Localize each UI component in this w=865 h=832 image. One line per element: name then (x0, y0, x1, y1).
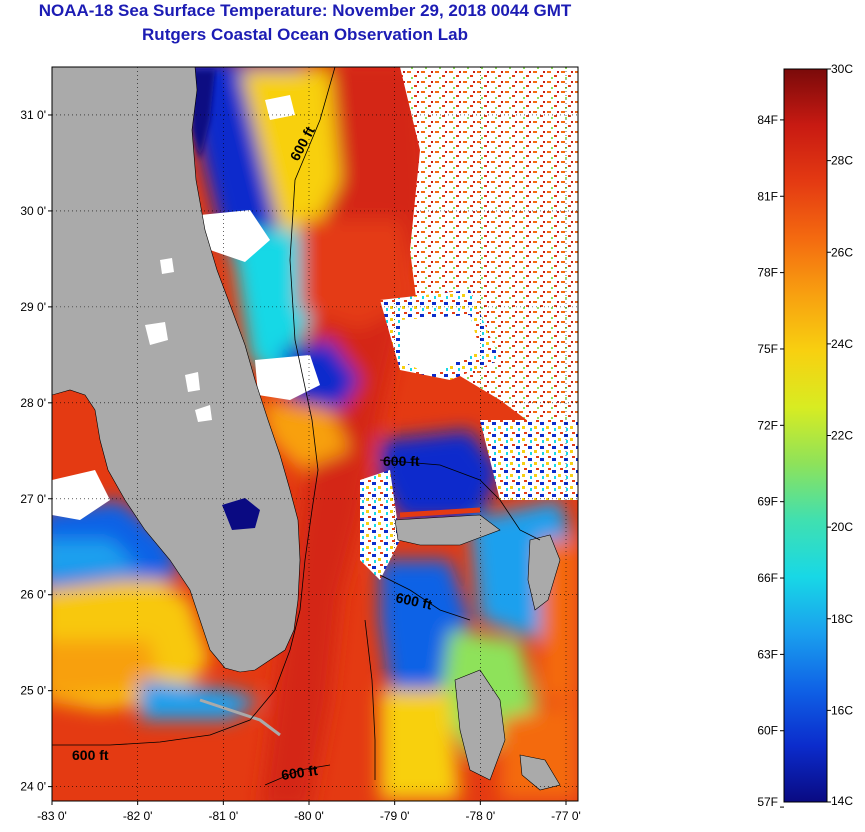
fahrenheit-tick-label: 63F (757, 647, 778, 661)
lat-tick-label: 31 0' (20, 108, 46, 122)
fahrenheit-tick-label: 57F (757, 795, 778, 809)
lon-tick-label: -79 0' (380, 809, 410, 823)
fahrenheit-tick-label: 78F (757, 266, 778, 280)
contour-label-2: 600 ft (383, 453, 420, 469)
celsius-tick-label: 26C (831, 245, 853, 259)
celsius-tick-label: 30C (831, 62, 853, 76)
fahrenheit-tick-label: 69F (757, 495, 778, 509)
fahrenheit-tick-label: 75F (757, 342, 778, 356)
longitude-axis: -83 0' -82 0' -81 0' -80 0' -79 0' -78 0' -77 … (37, 801, 581, 823)
celsius-tick-label: 20C (831, 520, 853, 534)
map-frame (51, 66, 579, 802)
lat-tick-label: 30 0' (20, 204, 46, 218)
fahrenheit-tick-label: 84F (757, 113, 778, 127)
celsius-tick-label: 18C (831, 612, 853, 626)
lon-tick-label: -82 0' (123, 809, 153, 823)
fahrenheit-tick-label: 66F (757, 571, 778, 585)
contour-label-4: 600 ft (72, 747, 109, 763)
depth-contour-600ft (52, 67, 336, 746)
celsius-tick-label: 16C (831, 703, 853, 717)
celsius-tick-label: 24C (831, 337, 853, 351)
fahrenheit-tick-label: 60F (757, 724, 778, 738)
fahrenheit-tick-label: 81F (757, 189, 778, 203)
map-title: NOAA-18 Sea Surface Temperature: Novembe… (38, 1, 572, 20)
fahrenheit-tick-label: 72F (757, 418, 778, 432)
lon-tick-label: -77 0' (551, 809, 581, 823)
latitude-axis: 24 0' 25 0' 26 0' 27 0' 28 0' 29 0' 30 0' 31 0' (20, 108, 52, 794)
celsius-tick-label: 22C (831, 429, 853, 443)
map-subtitle: Rutgers Coastal Ocean Observation Lab (142, 25, 468, 44)
celsius-tick-label: 14C (831, 794, 853, 808)
colorbar-scale (783, 68, 828, 803)
lon-tick-label: -81 0' (209, 809, 239, 823)
lat-tick-label: 25 0' (20, 684, 46, 698)
lon-tick-label: -80 0' (294, 809, 324, 823)
lat-tick-label: 26 0' (20, 588, 46, 602)
lat-tick-label: 27 0' (20, 492, 46, 506)
lat-tick-label: 24 0' (20, 780, 46, 794)
lon-tick-label: -83 0' (37, 809, 67, 823)
sst-field (52, 67, 578, 801)
contour-label-3: 600 ft (394, 589, 433, 612)
lat-tick-label: 28 0' (20, 396, 46, 410)
lat-tick-label: 29 0' (20, 300, 46, 314)
lon-tick-label: -78 0' (466, 809, 496, 823)
celsius-tick-label: 28C (831, 154, 853, 168)
